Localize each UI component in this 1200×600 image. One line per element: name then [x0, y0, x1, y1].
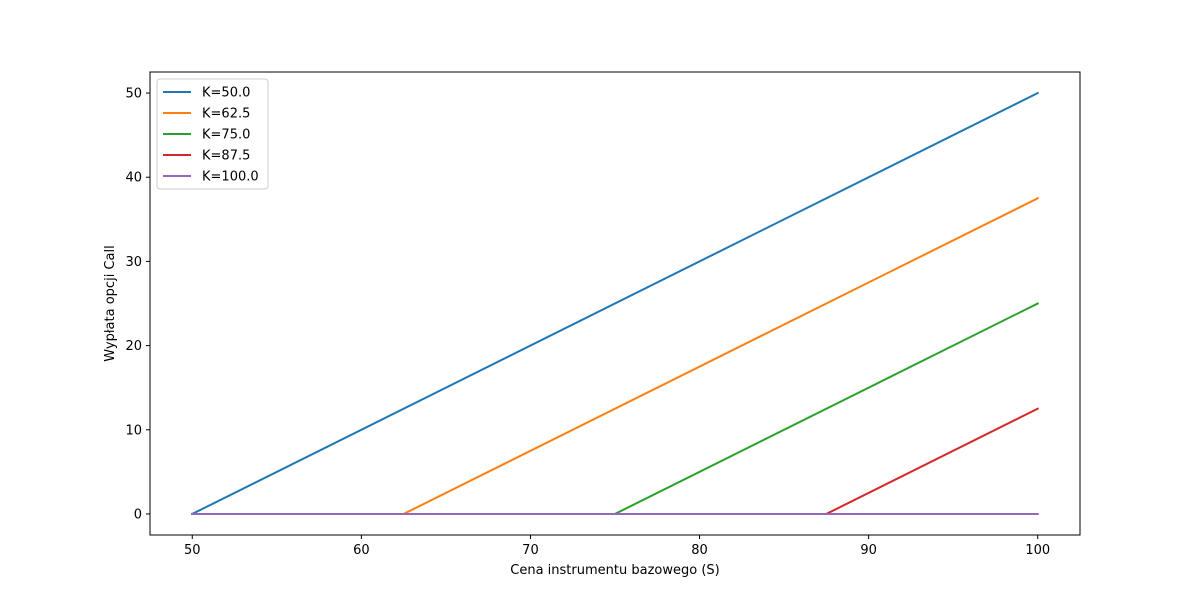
legend-entry-5: K=100.0	[202, 170, 259, 185]
x-tick-label: 60	[353, 543, 370, 558]
y-tick-label: 0	[134, 507, 142, 522]
x-axis-label: Cena instrumentu bazowego (S)	[510, 563, 719, 578]
series-line-1	[190, 91, 1040, 516]
x-tick-label: 80	[691, 543, 708, 558]
legend: K=50.0 K=62.5 K=75.0 K=87.5 K=100.0	[156, 78, 269, 190]
legend-box	[156, 78, 269, 190]
x-tick-label: 90	[860, 543, 877, 558]
y-tick-label: 40	[125, 171, 142, 186]
x-tick-label: 100	[1025, 543, 1050, 558]
ticks-layer: 50 60 70 80 90 100 0 10 20 30 40 50	[125, 87, 1050, 558]
legend-entry-2: K=62.5	[202, 107, 250, 122]
legend-entry-1: K=50.0	[202, 86, 250, 101]
series-layer	[190, 91, 1040, 516]
y-tick-label: 10	[125, 423, 142, 438]
legend-entry-4: K=87.5	[202, 149, 250, 164]
y-axis-label: Wypłata opcji Call	[103, 245, 118, 361]
legend-entry-3: K=75.0	[202, 128, 250, 143]
y-tick-label: 20	[125, 339, 142, 354]
x-tick-label: 50	[184, 543, 201, 558]
y-tick-label: 50	[125, 87, 142, 102]
y-tick-label: 30	[125, 255, 142, 270]
x-tick-label: 70	[522, 543, 539, 558]
